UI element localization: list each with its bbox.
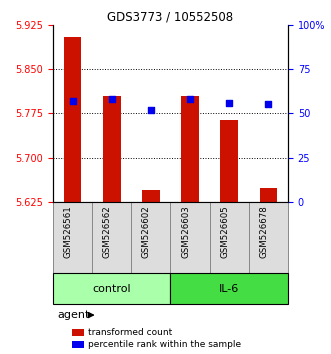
Title: GDS3773 / 10552508: GDS3773 / 10552508 [107,11,234,24]
Text: GSM526603: GSM526603 [181,205,190,258]
Text: control: control [92,284,131,293]
Point [70,98,75,104]
Text: GSM526602: GSM526602 [142,205,151,258]
Point [148,107,154,113]
Text: IL-6: IL-6 [219,284,239,293]
Text: transformed count: transformed count [88,328,172,337]
Bar [72,341,83,348]
Bar [142,190,160,202]
Bar [260,188,277,202]
Bar [53,202,92,273]
Point [109,96,114,102]
Bar [72,329,83,336]
Bar [64,36,81,202]
Point [226,100,232,105]
Text: GSM526562: GSM526562 [103,205,112,258]
Text: GSM526605: GSM526605 [220,205,229,258]
Bar [170,202,210,273]
Bar [92,202,131,273]
Bar [131,202,170,273]
Text: agent: agent [58,310,90,320]
Bar [53,273,170,304]
Bar [103,96,120,202]
Text: GSM526678: GSM526678 [260,205,268,258]
Bar [181,96,199,202]
Bar [220,120,238,202]
Bar [210,202,249,273]
Text: percentile rank within the sample: percentile rank within the sample [88,340,241,349]
Point [266,102,271,107]
Bar [249,202,288,273]
Point [187,96,193,102]
Text: GSM526561: GSM526561 [64,205,72,258]
Bar [170,273,288,304]
